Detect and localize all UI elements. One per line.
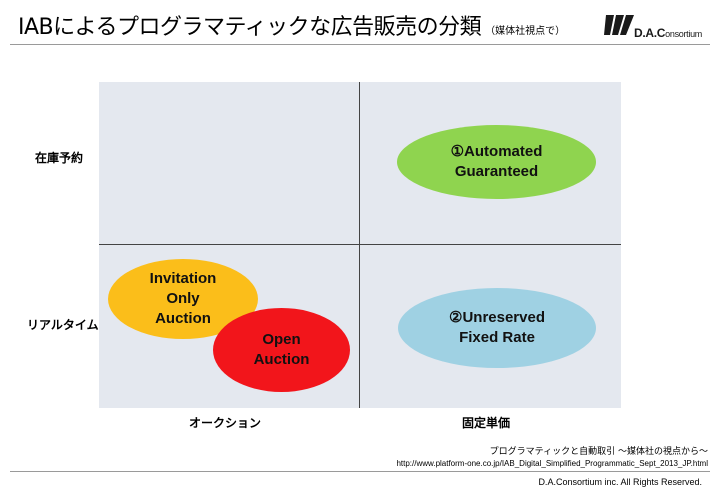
page-title: IABによるプログラマティックな広告販売の分類 （媒体社視点で） [18, 9, 565, 41]
matrix-vertical-axis [359, 82, 360, 408]
logo-text: D.A.Consortium [634, 26, 702, 40]
title-subtitle: （媒体社視点で） [485, 26, 566, 37]
invitation-only-auction-ellipse: Invitation Only Auction [108, 259, 258, 339]
column-label-auction: オークション [189, 416, 262, 430]
dac-stripes-logo-icon [604, 15, 634, 35]
company-logo: D.A.Consortium [604, 13, 716, 41]
row-label-realtime: リアルタイム [27, 318, 99, 332]
matrix-horizontal-axis [99, 244, 621, 245]
footer-divider [10, 471, 710, 472]
open-auction-ellipse: Open Auction [213, 308, 350, 392]
unreserved-fixed-rate-label: ②Unreserved Fixed Rate [449, 309, 545, 346]
open-auction-label: Open Auction [253, 331, 310, 368]
unreserved-fixed-rate-ellipse: ②Unreserved Fixed Rate [398, 288, 596, 368]
invitation-only-auction-label: Invitation Only Auction [149, 270, 217, 327]
copyright: D.A.Consortium inc. All Rights Reserved. [538, 477, 702, 487]
row-label-reserved: 在庫予約 [35, 151, 84, 165]
title-text: IABによるプログラマティックな広告販売の分類 [18, 15, 482, 40]
automated-guaranteed-label: ①Automated Guaranteed [450, 143, 543, 180]
source-url: http://www.platform-one.co.jp/IAB_Digita… [396, 459, 708, 468]
logo-text-rest: onsortium [665, 29, 702, 39]
source-title: プログラマティックと自動取引 〜媒体社の視点から〜 [489, 447, 708, 457]
logo-text-main: D.A.C [634, 26, 666, 40]
automated-guaranteed-ellipse: ①Automated Guaranteed [397, 125, 596, 199]
title-divider [10, 44, 710, 45]
column-label-fixed-price: 固定単価 [462, 416, 511, 430]
